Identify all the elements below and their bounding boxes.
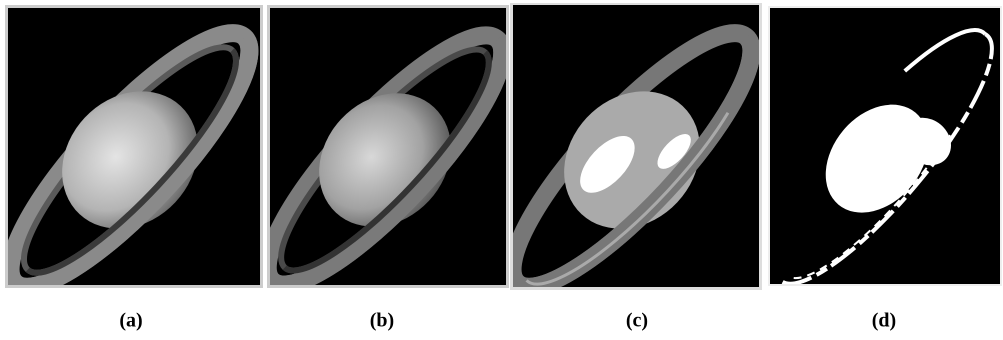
panel-label: (a) [119,310,142,332]
panel-d [744,4,1003,312]
panel-label: (d) [872,310,896,332]
panel-label: (b) [370,310,394,332]
figure-svg: (a) (b) (c) (d) [0,0,1003,340]
panel-label: (c) [626,310,648,332]
panel-c [472,0,792,325]
panel-b [229,0,542,322]
figure: (a) (b) (c) (d) [0,0,1003,340]
panel-a [0,0,290,325]
